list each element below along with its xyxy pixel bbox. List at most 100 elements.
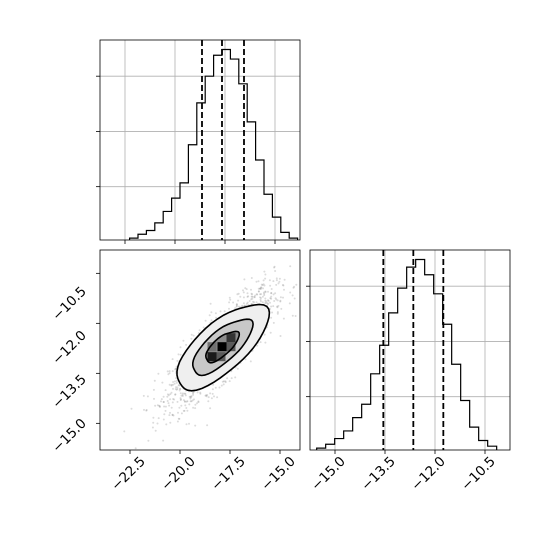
density-point bbox=[174, 368, 177, 371]
density-point bbox=[222, 380, 225, 383]
density-point bbox=[245, 288, 248, 291]
density-point bbox=[216, 396, 219, 399]
density-point bbox=[241, 304, 244, 307]
density-xtick-label: −22.5 bbox=[108, 454, 149, 495]
density-point bbox=[179, 392, 182, 395]
density-point bbox=[170, 384, 173, 387]
density-point bbox=[152, 388, 155, 391]
density-point bbox=[210, 397, 213, 400]
density-point bbox=[289, 291, 292, 294]
density-point bbox=[264, 299, 267, 302]
density-point bbox=[253, 296, 256, 299]
density-point bbox=[181, 392, 184, 395]
density-point bbox=[255, 280, 258, 283]
density-point bbox=[269, 301, 271, 304]
density-point bbox=[192, 334, 195, 337]
hist1-ticks bbox=[96, 75, 276, 244]
hist2-frame bbox=[309, 249, 511, 451]
density-point bbox=[176, 400, 179, 403]
density-point bbox=[295, 283, 298, 286]
density-point bbox=[174, 393, 177, 396]
density-point bbox=[272, 321, 275, 324]
density-point bbox=[174, 367, 177, 370]
density-point bbox=[274, 270, 277, 272]
density-point bbox=[157, 372, 160, 375]
density-point bbox=[221, 380, 224, 383]
density-point bbox=[244, 358, 247, 361]
density-point bbox=[293, 285, 296, 288]
density-point bbox=[188, 395, 191, 398]
density-contour-inner bbox=[204, 330, 241, 364]
density-point bbox=[193, 398, 195, 401]
density-point bbox=[228, 301, 231, 304]
density-point bbox=[177, 411, 179, 414]
density-point bbox=[171, 401, 174, 404]
density-point bbox=[174, 380, 176, 383]
hist2-quantiles bbox=[382, 250, 445, 450]
density-point bbox=[198, 329, 201, 332]
density-point bbox=[192, 391, 195, 394]
density-point bbox=[199, 392, 202, 395]
density-xtick-label: −15.0 bbox=[258, 454, 299, 495]
density-point bbox=[269, 331, 272, 334]
density-point bbox=[206, 424, 209, 427]
density-point bbox=[289, 265, 292, 268]
density-point bbox=[164, 405, 167, 408]
density-point bbox=[279, 299, 282, 302]
density-point bbox=[242, 289, 244, 292]
density-point bbox=[276, 311, 279, 314]
density-point bbox=[172, 381, 175, 383]
density-point bbox=[168, 414, 171, 417]
density-point bbox=[264, 277, 267, 280]
density-point bbox=[274, 292, 277, 295]
density-peak-bin bbox=[217, 342, 227, 352]
density-point bbox=[172, 398, 175, 400]
density-panel bbox=[96, 249, 301, 454]
density-contour-outer bbox=[176, 303, 271, 392]
density-point bbox=[282, 284, 285, 287]
density-point bbox=[202, 326, 205, 329]
density-point bbox=[205, 395, 208, 398]
density-point bbox=[182, 409, 185, 412]
density-point bbox=[190, 396, 193, 399]
density-point bbox=[172, 383, 175, 386]
density-point bbox=[207, 396, 210, 399]
density-point bbox=[171, 370, 174, 373]
density-ticks bbox=[96, 272, 281, 454]
density-point bbox=[189, 397, 192, 400]
density-point bbox=[220, 384, 223, 387]
hist2-xtick-label: −13.5 bbox=[358, 454, 399, 495]
density-point bbox=[170, 406, 173, 409]
density-point bbox=[147, 439, 150, 442]
density-xtick-label: −20.0 bbox=[158, 454, 199, 495]
density-point bbox=[218, 386, 221, 389]
density-point bbox=[288, 302, 291, 305]
hist2-xtick-label: −12.0 bbox=[408, 454, 449, 495]
density-point bbox=[275, 277, 278, 280]
density-point bbox=[143, 408, 145, 411]
density-point bbox=[180, 394, 183, 397]
density-point bbox=[260, 297, 262, 299]
density-point bbox=[265, 300, 268, 303]
density-point bbox=[257, 287, 260, 290]
density-point bbox=[259, 300, 262, 303]
density-point bbox=[196, 402, 198, 405]
density-point bbox=[180, 398, 182, 401]
density-point bbox=[153, 397, 155, 400]
density-point bbox=[276, 299, 279, 302]
density-point bbox=[175, 388, 178, 391]
density-point bbox=[249, 360, 252, 363]
density-point bbox=[168, 383, 171, 386]
density-point bbox=[250, 292, 253, 295]
density-point bbox=[277, 282, 280, 285]
density-point bbox=[177, 384, 180, 387]
density-point bbox=[237, 292, 240, 295]
density-point bbox=[162, 401, 165, 403]
density-point bbox=[259, 293, 261, 296]
hist1-steps bbox=[129, 48, 299, 240]
density-point bbox=[169, 421, 172, 424]
density-point bbox=[171, 413, 174, 416]
density-point bbox=[178, 406, 181, 409]
density-point bbox=[145, 409, 148, 411]
density-point bbox=[291, 314, 294, 317]
